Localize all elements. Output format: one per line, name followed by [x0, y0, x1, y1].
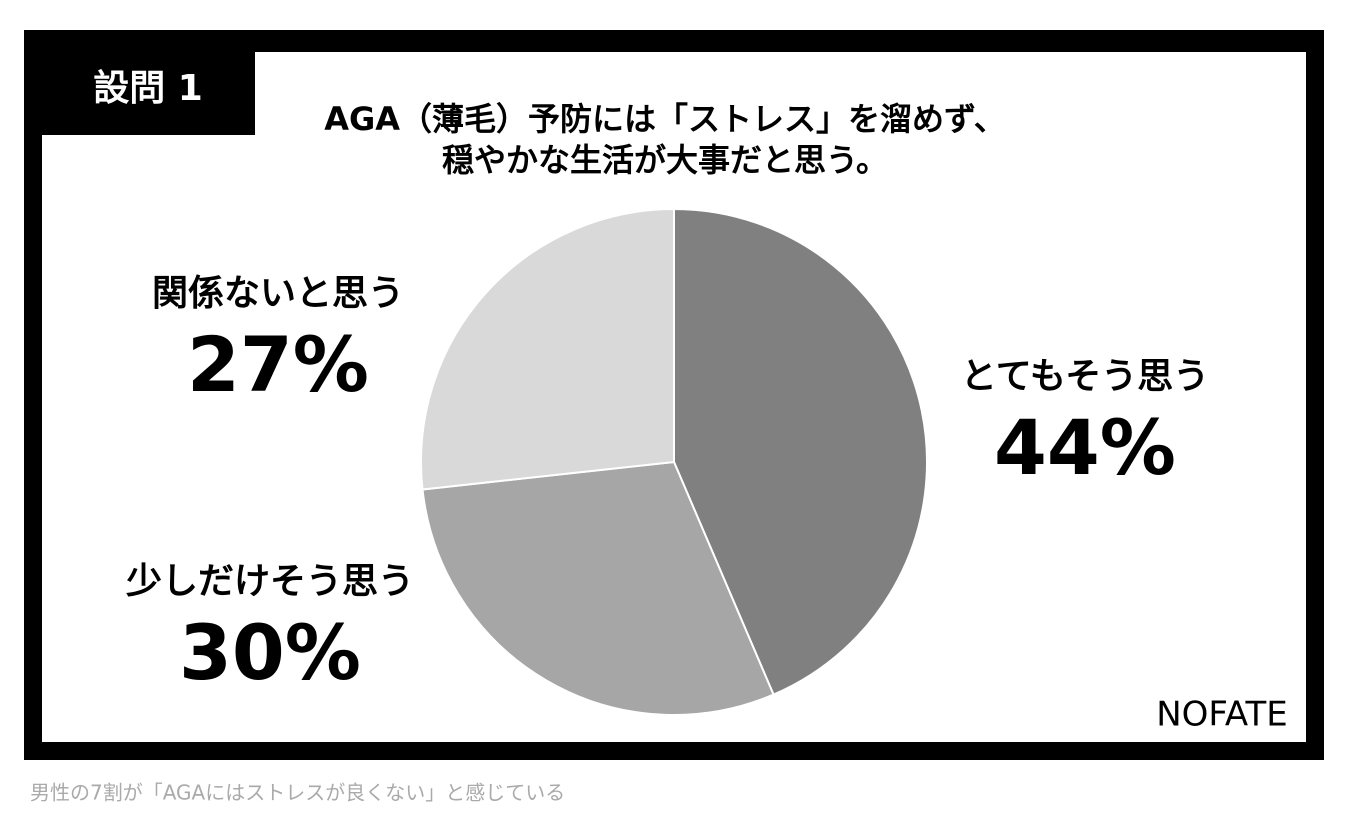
- value-label: 30%: [179, 608, 361, 697]
- badge: 設問 1: [93, 68, 203, 109]
- slice: [421, 460, 775, 716]
- logo: NOFATE: [1156, 695, 1288, 735]
- pie: [420, 207, 928, 716]
- caption: 男性の7割が「AGAにはストレスが良くない」と感じている: [30, 781, 565, 805]
- slice: [420, 207, 675, 491]
- slice: [673, 207, 928, 696]
- category-label: とてもそう思う: [961, 356, 1209, 397]
- chart-title: AGA（薄毛）予防には「ストレス」を溜めず、: [324, 100, 1006, 138]
- value-label: 27%: [187, 320, 369, 409]
- value-label: 44%: [994, 403, 1176, 492]
- chart-title: 穏やかな生活が大事だと思う。: [442, 141, 888, 179]
- category-label: 少しだけそう思う: [126, 561, 414, 602]
- category-label: 関係ないと思う: [152, 273, 404, 314]
- badge-box: [42, 52, 255, 135]
